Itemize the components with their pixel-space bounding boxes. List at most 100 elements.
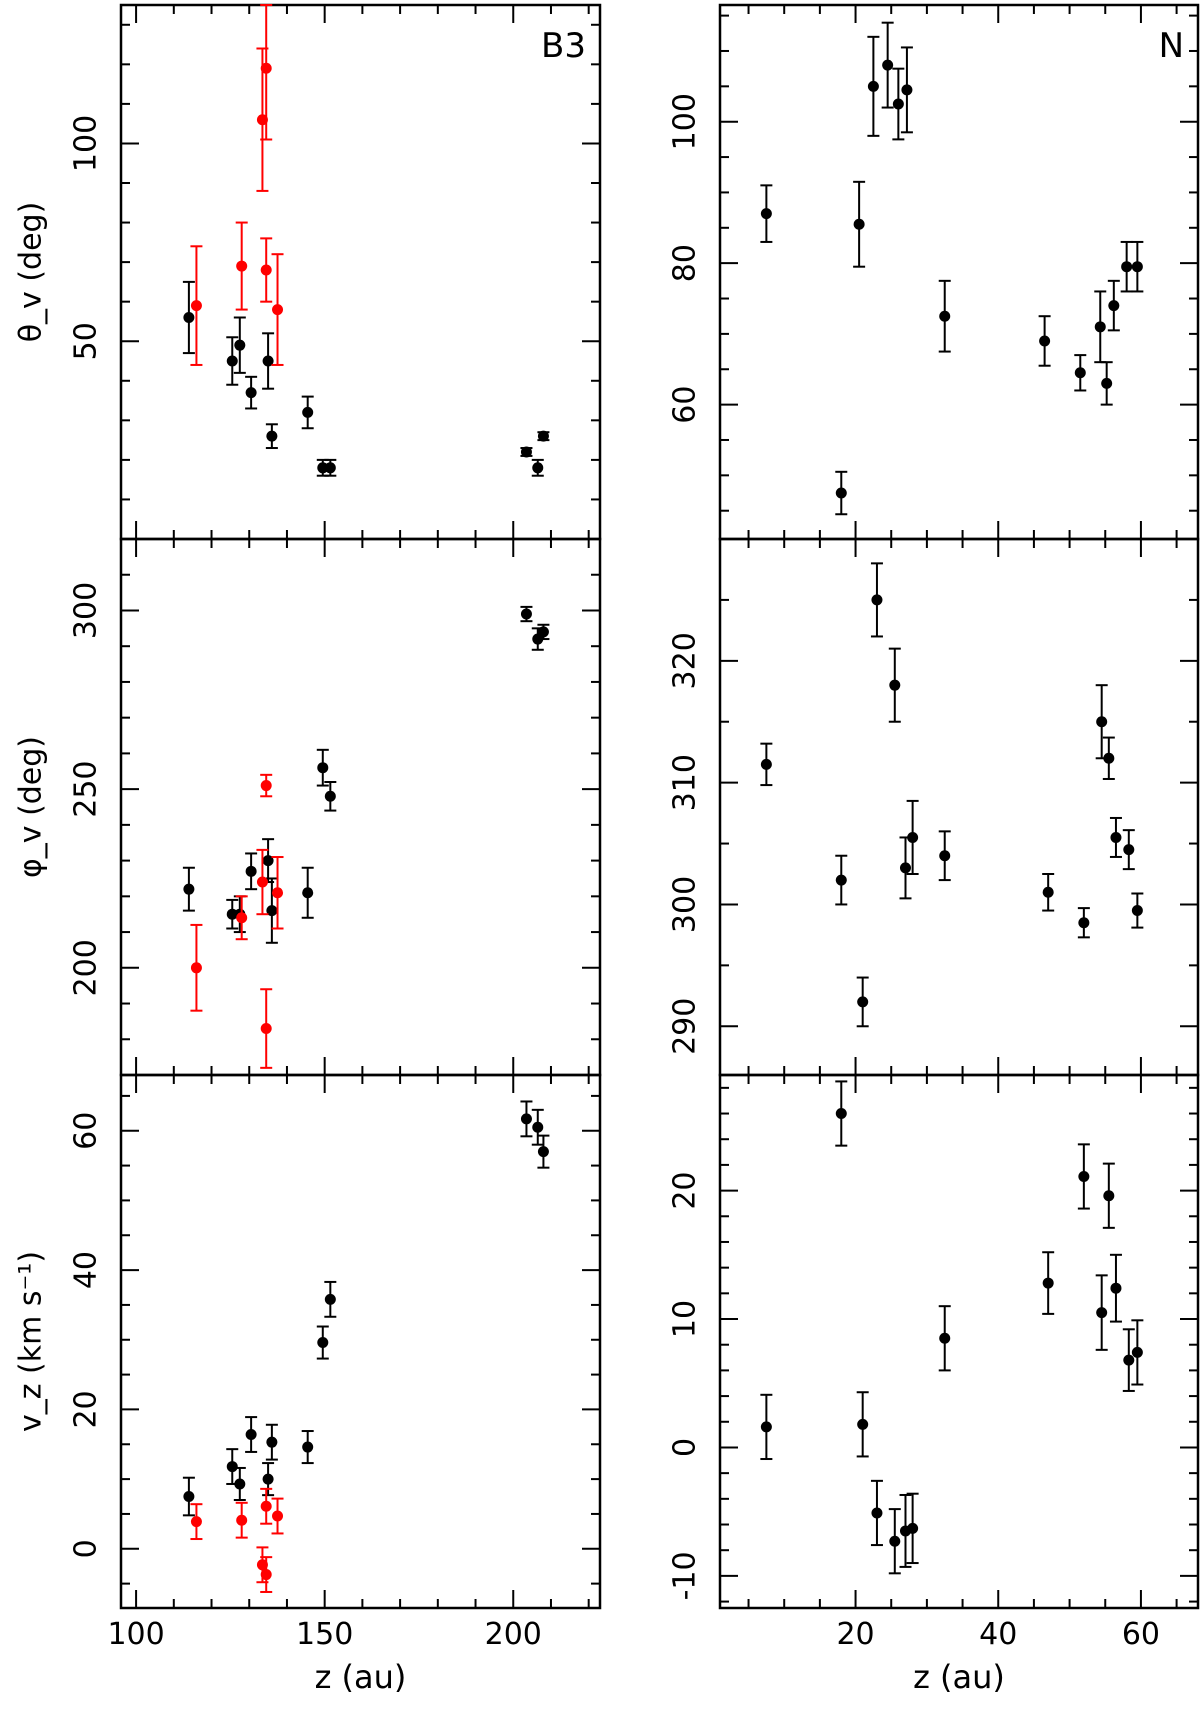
data-point [907,831,919,843]
data-point [190,962,202,974]
y-tick-label: 40 [69,1251,104,1289]
panel-6: -10 0 10 20 20 40 60 z (au) [668,1073,1200,1696]
panel-5: 0 20 40 60 100 150 200 z (au) v_z (km s⁻¹) [14,1073,602,1696]
x-tick-label: 60 [1122,1617,1160,1652]
data-point [260,780,272,792]
x-tick-label: 200 [485,1617,542,1652]
series-black [182,605,550,944]
data-point [236,1514,248,1526]
data-point [537,430,549,442]
data-point [537,1146,549,1158]
data-point [537,626,549,638]
series-red [190,773,284,1069]
data-point [226,908,238,920]
data-point [183,883,195,895]
data-point [1094,321,1106,333]
panel-frame [119,1073,602,1610]
data-point [892,98,904,110]
series-black [760,1080,1144,1575]
data-point [236,912,248,924]
data-point [1078,1170,1090,1182]
x-tick-label: 100 [107,1617,164,1652]
data-point [262,855,274,867]
data-point [760,208,772,220]
data-point [260,1569,272,1581]
data-point [324,462,336,474]
x-axis-label: z (au) [913,1658,1005,1696]
data-point [266,430,278,442]
series-red [190,4,284,366]
data-point [245,865,257,877]
series-black [182,1100,550,1517]
data-point [272,304,284,316]
data-point [867,80,879,92]
data-point [1074,367,1086,379]
panel-3: 200 250 300 φ_v (deg) [14,537,602,1077]
data-point [324,790,336,802]
data-point [871,594,883,606]
x-tick-label: 20 [836,1617,874,1652]
x-tick-label: 40 [979,1617,1017,1652]
data-point [939,310,951,322]
y-tick-label: 300 [69,582,104,639]
y-tick-label: 10 [668,1300,703,1338]
series-black [182,280,550,477]
data-point [262,355,274,367]
panel-2: 60 80 100 N [668,3,1200,541]
data-point [1042,1277,1054,1289]
panel-frame [119,537,602,1077]
data-point [520,446,532,458]
y-tick-label: 100 [668,93,703,150]
data-point [1123,1354,1135,1366]
data-point [1110,831,1122,843]
panel-frame [119,3,602,541]
y-tick-label: 300 [668,876,703,933]
data-point [857,996,869,1008]
data-point [324,1293,336,1305]
data-point [1096,1307,1108,1319]
panel-frame [718,1073,1200,1610]
data-point [260,264,272,276]
y-tick-label: 80 [668,244,703,282]
x-tick-label: 150 [296,1617,353,1652]
data-point [939,1332,951,1344]
y-tick-label: 200 [69,939,104,996]
data-point [183,311,195,323]
data-point [1103,1190,1115,1202]
data-point [234,339,246,351]
data-point [317,762,329,774]
data-point [183,1491,195,1503]
data-point [272,887,284,899]
data-point [899,862,911,874]
data-point [234,1478,246,1490]
data-point [835,1108,847,1120]
data-point [262,1473,274,1485]
data-point [882,59,894,71]
data-point [317,1337,329,1349]
data-point [266,1436,278,1448]
data-point [889,679,901,691]
data-point [835,487,847,499]
y-axis-label: θ_v (deg) [14,202,49,343]
data-point [1096,716,1108,728]
data-point [245,1429,257,1441]
panel-1: 50 100 θ_v (deg) B3 [14,3,602,541]
panel-label: B3 [541,26,586,66]
y-tick-label: 20 [668,1171,703,1209]
data-point [245,387,257,399]
data-point [889,1535,901,1547]
data-point [1039,335,1051,347]
y-tick-label: 290 [668,998,703,1055]
data-point [532,462,544,474]
y-tick-label: 310 [668,754,703,811]
x-axis-label: z (au) [315,1658,407,1696]
data-point [190,1516,202,1528]
data-point [190,300,202,312]
data-point [226,355,238,367]
data-point [302,887,314,899]
data-point [871,1507,883,1519]
data-point [1078,917,1090,929]
data-point [1101,377,1113,389]
data-point [1121,261,1133,273]
y-tick-label: 320 [668,632,703,689]
